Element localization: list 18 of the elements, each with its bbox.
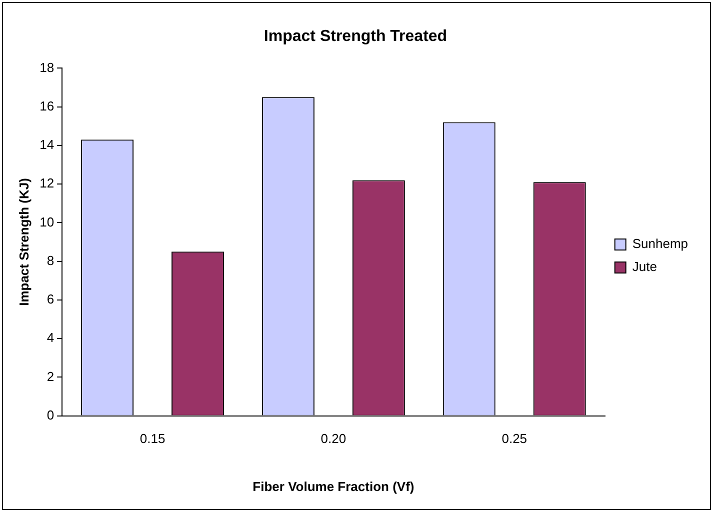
- legend-label: Sunhemp: [632, 236, 688, 252]
- y-tick-label: 4: [46, 330, 54, 346]
- x-tick-label: 0.25: [502, 431, 528, 446]
- y-tick-label: 14: [40, 137, 54, 152]
- y-tick-label: 16: [40, 98, 54, 114]
- y-tick-label: 10: [40, 214, 54, 230]
- legend-label: Jute: [632, 259, 657, 274]
- y-tick-label: 0: [46, 407, 54, 422]
- chart-title: Impact Strength Treated: [264, 28, 448, 46]
- x-tick-label: 0.20: [320, 431, 346, 446]
- y-tick-label: 18: [40, 60, 54, 75]
- y-axis-title: Impact Strength (KJ): [16, 178, 32, 306]
- x-tick-label: 0.15: [140, 431, 166, 446]
- y-tick-label: 2: [46, 368, 54, 384]
- y-tick-label: 12: [40, 176, 54, 191]
- y-tick-label: 8: [46, 252, 54, 268]
- x-axis-title: Fiber Volume Fraction (Vf): [252, 478, 414, 494]
- y-tick-label: 6: [46, 292, 54, 307]
